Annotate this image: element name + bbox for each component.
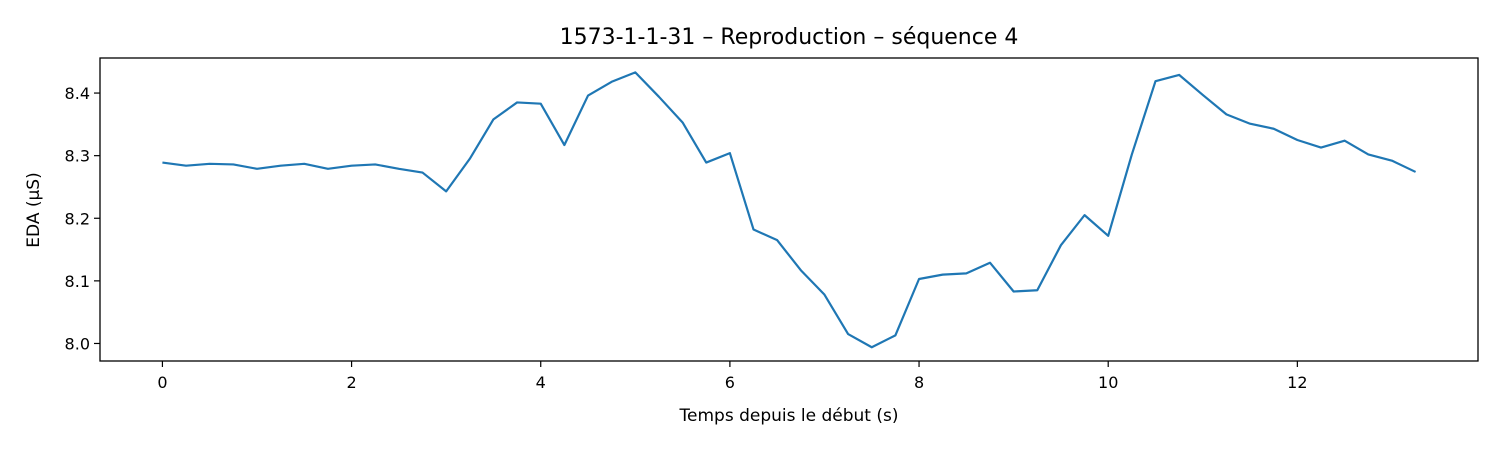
y-tick-label: 8.1 [65,272,90,291]
plot-area-frame [99,57,1479,362]
y-axis-label: EDA (µS) [24,172,44,247]
y-axis-ticks: 8.0 8.1 8.2 8.3 8.4 [65,84,100,353]
series-layer [162,71,1417,349]
eda-series-line [162,71,1417,349]
x-tick-label: 10 [1098,373,1118,392]
x-axis-label: Temps depuis le début (s) [679,406,899,426]
x-tick-label: 8 [914,373,924,392]
x-tick-label: 6 [725,373,735,392]
y-tick-label: 8.0 [65,334,90,353]
y-tick-label: 8.3 [65,147,90,166]
y-tick-label: 8.2 [65,209,90,228]
y-tick-label: 8.4 [65,84,90,103]
chart-title: 1573-1-1-31 – Reproduction – séquence 4 [560,25,1019,50]
x-tick-label: 4 [536,373,546,392]
x-tick-label: 12 [1287,373,1307,392]
x-tick-label: 2 [346,373,356,392]
x-axis-ticks: 0 2 4 6 8 10 12 [157,361,1308,392]
x-tick-label: 0 [157,373,167,392]
